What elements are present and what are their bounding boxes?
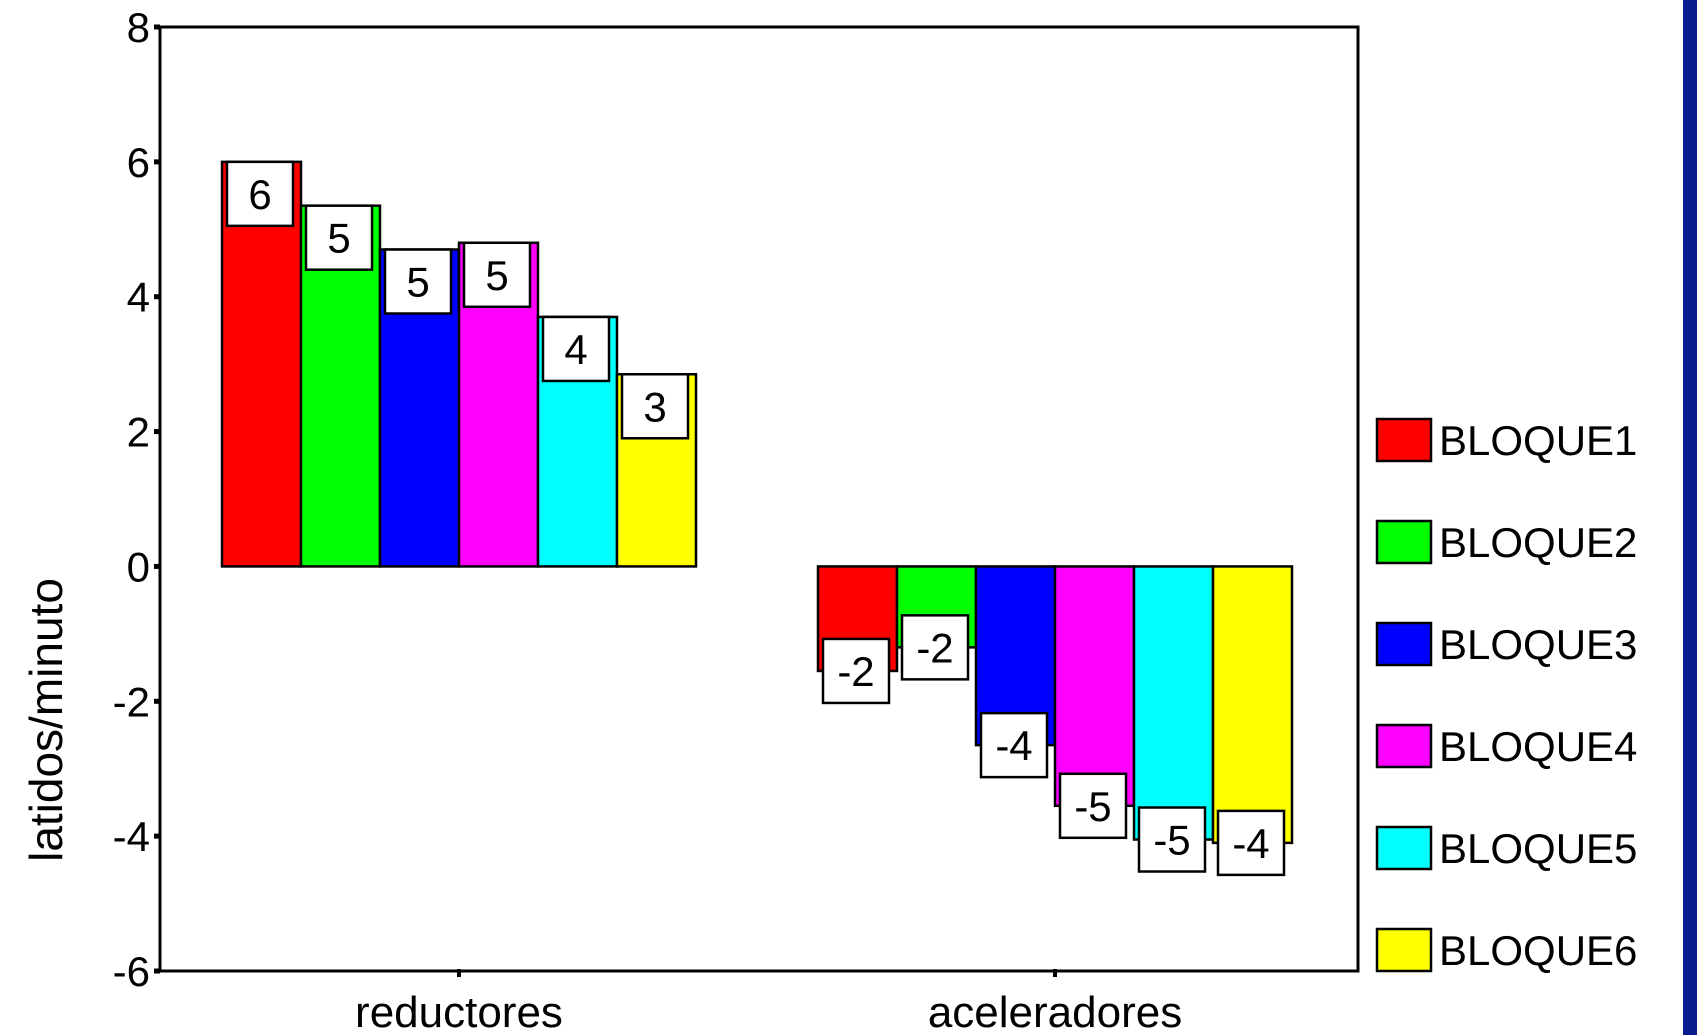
data-label: -2: [837, 648, 874, 695]
y-tick-label: 2: [127, 409, 150, 456]
data-label-box: [541, 315, 611, 383]
y-tick-label: 8: [127, 4, 150, 51]
data-label-box: [462, 241, 532, 309]
data-label-box: [1216, 809, 1286, 877]
bar-bloque6: [1211, 565, 1294, 845]
legend-label: BLOQUE6: [1439, 927, 1637, 974]
y-tick-label: -4: [113, 813, 150, 860]
data-label: 5: [406, 259, 429, 306]
bar-bloque5: [1132, 565, 1215, 841]
legend-label: BLOQUE3: [1439, 621, 1637, 668]
legend-swatch-bloque6: [1375, 927, 1433, 973]
legend-swatch-bloque1: [1375, 417, 1433, 463]
data-label: 4: [564, 326, 587, 373]
data-label: 3: [643, 383, 666, 430]
bar-bloque4: [1053, 565, 1136, 808]
legend-label: BLOQUE1: [1439, 417, 1637, 464]
data-label: -5: [1153, 817, 1190, 864]
data-label: 5: [485, 252, 508, 299]
data-label-box: [225, 160, 295, 228]
data-label: -4: [995, 722, 1032, 769]
x-category-label: aceleradores: [928, 988, 1182, 1035]
data-label-box: [383, 248, 453, 315]
data-label-box: [1058, 772, 1128, 840]
y-tick-label: -2: [113, 678, 150, 725]
y-axis-label: latidos/minuto: [20, 578, 72, 862]
data-label: 6: [248, 171, 271, 218]
data-label-box: [900, 614, 970, 681]
legend-label: BLOQUE4: [1439, 723, 1637, 770]
y-tick-label: -6: [113, 948, 150, 995]
y-tick-label: 4: [127, 274, 150, 321]
legend-label: BLOQUE5: [1439, 825, 1637, 872]
edge-decoration: [1683, 0, 1697, 1035]
plot-frame: [158, 25, 1360, 973]
data-label-box: [620, 373, 690, 440]
data-label-box: [821, 637, 891, 705]
data-label-box: [304, 204, 374, 271]
legend-swatch-bloque5: [1375, 825, 1433, 871]
legend-swatch-bloque2: [1375, 519, 1433, 565]
x-category-label: reductores: [355, 988, 563, 1035]
data-label: -5: [1074, 783, 1111, 830]
data-label-box: [979, 711, 1049, 779]
legend-swatch-bloque4: [1375, 723, 1433, 769]
y-tick-label: 0: [127, 543, 150, 590]
data-label-box: [1137, 806, 1207, 873]
y-tick-label: 6: [127, 139, 150, 186]
data-label: 5: [327, 215, 350, 262]
legend-label: BLOQUE2: [1439, 519, 1637, 566]
data-label: -2: [916, 624, 953, 671]
legend-swatch-bloque3: [1375, 621, 1433, 667]
data-label: -4: [1232, 820, 1269, 867]
